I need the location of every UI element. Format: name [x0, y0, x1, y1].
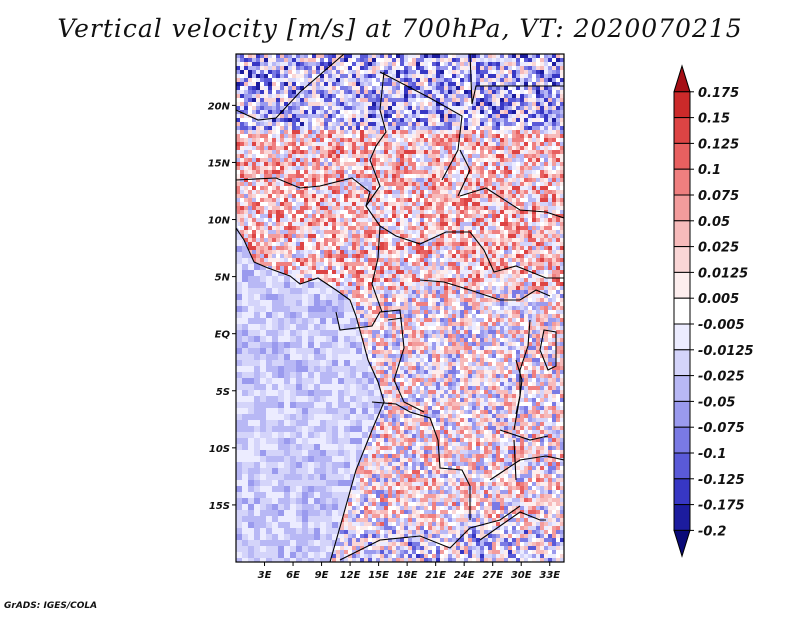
lat-tick-label: 5S: [216, 387, 230, 398]
colorbar-label: -0.1: [698, 447, 726, 462]
colorbar-segment: [673, 220, 691, 248]
colorbar-top-arrow: [673, 64, 691, 93]
colorbar-label: -0.175: [698, 499, 745, 514]
colorbar-label: 0.0125: [698, 266, 748, 281]
country-borders: [236, 54, 564, 562]
colorbar-segment: [673, 91, 691, 119]
colorbar-label: 0.075: [698, 189, 739, 204]
land-field: [236, 54, 564, 562]
lon-tick-label: 27E: [482, 570, 503, 581]
colorbar-segment: [673, 426, 691, 454]
colorbar-label: 0.005: [698, 292, 739, 307]
lat-tick-label: 10S: [209, 444, 230, 455]
lon-tick-label: 21E: [425, 570, 446, 581]
colorbar-segment: [673, 194, 691, 222]
colorbar-segment: [673, 375, 691, 402]
lat-tick-label: 5N: [215, 273, 231, 284]
lon-tick-label: 30E: [511, 570, 532, 581]
colorbar-bottom-arrow: [673, 529, 691, 558]
colorbar-segment: [673, 142, 691, 170]
colorbar-label: -0.0125: [698, 344, 754, 359]
colorbar-label: -0.075: [698, 421, 745, 436]
lon-tick-label: 33E: [539, 570, 560, 581]
colorbar-segment: [673, 452, 691, 480]
latitude-axis: 20N 15N 10N 5N EQ 5S 10S 15S: [208, 101, 236, 512]
lon-tick-label: 6E: [286, 570, 300, 581]
colorbar: 0.175 0.15 0.125 0.1 0.075 0.05 0.025 0.0125 0.0…: [673, 64, 754, 558]
lat-tick-label: 15N: [208, 158, 231, 169]
colorbar-segment: [673, 168, 691, 196]
colorbar-segment: [673, 349, 691, 377]
colorbar-segment: [673, 323, 691, 351]
colorbar-label: -0.025: [698, 370, 745, 385]
lon-tick-label: 15E: [368, 570, 389, 581]
colorbar-label: 0.125: [698, 137, 739, 152]
colorbar-label: 0.1: [698, 163, 721, 178]
map-title: Vertical velocity [m/s] at 700hPa, VT: 2…: [57, 14, 743, 43]
lat-tick-label: 15S: [209, 501, 230, 512]
lon-tick-label: 12E: [340, 570, 361, 581]
field-plot: [236, 54, 564, 562]
lon-tick-label: 18E: [397, 570, 418, 581]
colorbar-segment: [673, 271, 691, 299]
colorbar-label: 0.175: [698, 86, 739, 101]
credit-text: GrADS: IGES/COLA: [4, 601, 98, 611]
lon-tick-label: 24E: [454, 570, 475, 581]
colorbar-label: 0.05: [698, 215, 730, 230]
colorbar-label: -0.05: [698, 395, 735, 410]
colorbar-segment: [673, 504, 691, 531]
colorbar-label: -0.005: [698, 318, 745, 333]
map-frame: [235, 53, 565, 563]
colorbar-label: 0.025: [698, 241, 739, 256]
lat-tick-label: 10N: [208, 216, 231, 227]
colorbar-segment: [673, 246, 691, 273]
lon-tick-label: 3E: [258, 570, 272, 581]
colorbar-segment: [673, 297, 691, 325]
lon-tick-label: 9E: [315, 570, 329, 581]
lat-tick-label: EQ: [215, 330, 231, 341]
colorbar-label: 0.15: [698, 112, 730, 127]
colorbar-label: -0.125: [698, 473, 745, 488]
colorbar-segment: [673, 478, 691, 506]
colorbar-segment: [673, 117, 691, 144]
colorbar-segment: [673, 400, 691, 428]
lat-tick-label: 20N: [208, 101, 231, 112]
colorbar-label: -0.2: [698, 524, 726, 539]
longitude-axis: 3E 6E 9E 12E 15E 18E 21E 24E 27E 30E 33E: [258, 562, 560, 581]
